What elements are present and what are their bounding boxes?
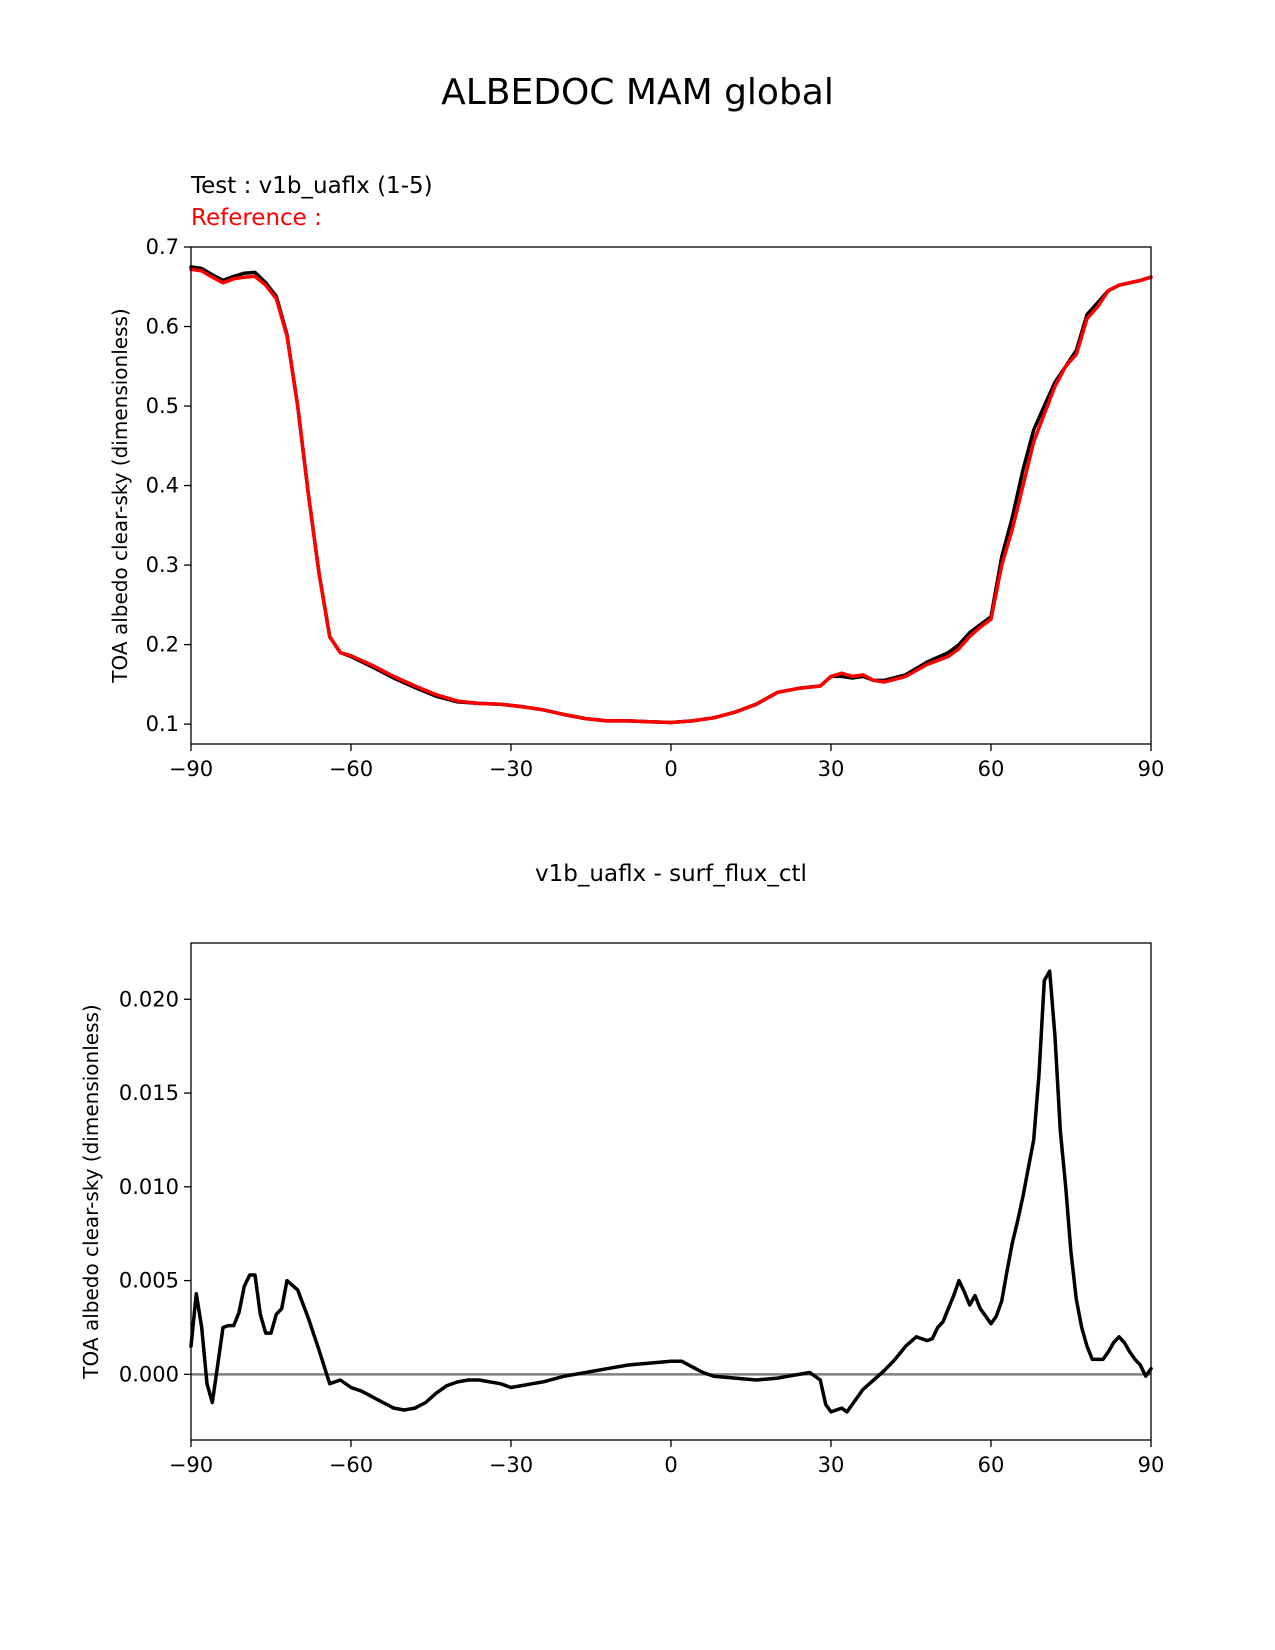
x-tick-label: 0 (664, 757, 677, 781)
x-tick-label: 90 (1138, 1453, 1165, 1477)
diff-panel-title: v1b_uaflx - surf_flux_ctl (535, 861, 807, 887)
y-axis-label: TOA albedo clear-sky (dimensionless) (79, 1004, 103, 1379)
y-tick-label: 0.6 (146, 315, 179, 339)
y-tick-label: 0.020 (119, 987, 179, 1011)
y-tick-label: 0.005 (119, 1269, 179, 1293)
y-tick-label: 0.1 (146, 712, 179, 736)
y-tick-label: 0.4 (146, 474, 179, 498)
y-tick-label: 0.7 (146, 235, 179, 259)
y-tick-label: 0.000 (119, 1362, 179, 1386)
x-tick-label: −60 (329, 1453, 373, 1477)
axes-frame (190, 246, 1152, 745)
x-tick-label: −60 (329, 757, 373, 781)
y-tick-label: 0.2 (146, 633, 179, 657)
x-tick-label: 30 (818, 1453, 845, 1477)
x-tick-label: 30 (818, 757, 845, 781)
y-tick-label: 0.3 (146, 553, 179, 577)
axes-frame (190, 942, 1152, 1441)
x-tick-label: 0 (664, 1453, 677, 1477)
y-axis-label: TOA albedo clear-sky (dimensionless) (108, 308, 132, 683)
top-chart: −90 −60 −30 0 30 60 90 0.1 0.2 0.3 0.4 0.5 0.6 0.7 TOA… (108, 235, 1165, 781)
bottom-chart: −90 −60 −30 0 30 60 90 0.000 0.005 0.010 0.015 0.02… (79, 942, 1165, 1477)
figure-title: ALBEDOC MAM global (441, 72, 834, 113)
reference-label: Reference : (191, 205, 322, 231)
test-label: Test : v1b_uaflx (1-5) (191, 173, 433, 199)
x-tick-label: 90 (1138, 757, 1165, 781)
series-line-0 (189, 265, 1153, 725)
x-tick-label: −90 (169, 1453, 213, 1477)
x-tick-label: 60 (978, 1453, 1005, 1477)
y-tick-label: 0.015 (119, 1081, 179, 1105)
series-line-0 (189, 969, 1153, 1414)
x-tick-label: −90 (169, 757, 213, 781)
y-tick-label: 0.5 (146, 394, 179, 418)
x-tick-label: −30 (489, 757, 533, 781)
x-tick-label: −30 (489, 1453, 533, 1477)
x-tick-label: 60 (978, 757, 1005, 781)
y-tick-label: 0.010 (119, 1175, 179, 1199)
series-line-1 (189, 267, 1153, 725)
